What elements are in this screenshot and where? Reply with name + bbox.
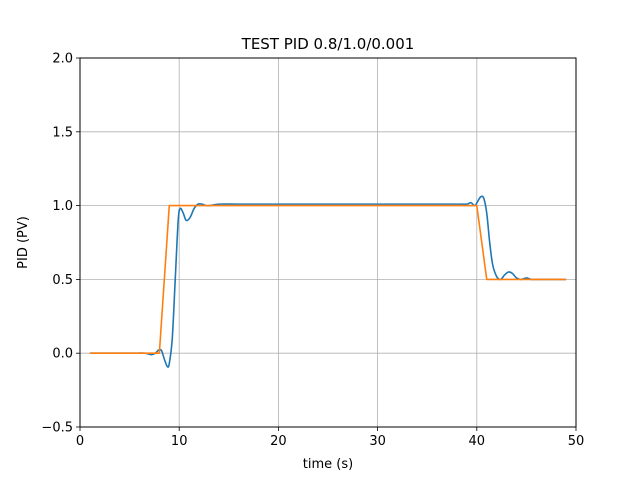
y-tick-label: 1.0 (52, 199, 73, 214)
series-lines (89, 195, 567, 368)
y-tick-label: 1.5 (52, 125, 73, 140)
grid-lines (79, 57, 577, 428)
x-tick-label: 20 (270, 434, 287, 449)
x-tick-label: 30 (369, 434, 386, 449)
chart-title: TEST PID 0.8/1.0/0.001 (241, 35, 415, 53)
x-tick-label: 40 (469, 434, 486, 449)
y-tick-label: −0.5 (41, 421, 73, 436)
y-tick-label: 0.5 (52, 273, 73, 288)
x-axis-label: time (s) (303, 457, 353, 472)
x-tick-label: 50 (568, 434, 585, 449)
x-tick-label: 10 (171, 434, 188, 449)
y-tick-label: 0.0 (52, 347, 73, 362)
x-tick-label: 0 (76, 434, 84, 449)
y-tick-label: 2.0 (52, 52, 73, 67)
plot-frame (79, 57, 577, 428)
axis-ticks: 0 10 20 30 40 50 −0.5 0.0 0.5 1.0 1.5 2.0 (41, 52, 584, 450)
series-line-1 (89, 195, 567, 368)
y-axis-label: PID (PV) (16, 216, 31, 269)
series-line-2 (89, 204, 567, 354)
